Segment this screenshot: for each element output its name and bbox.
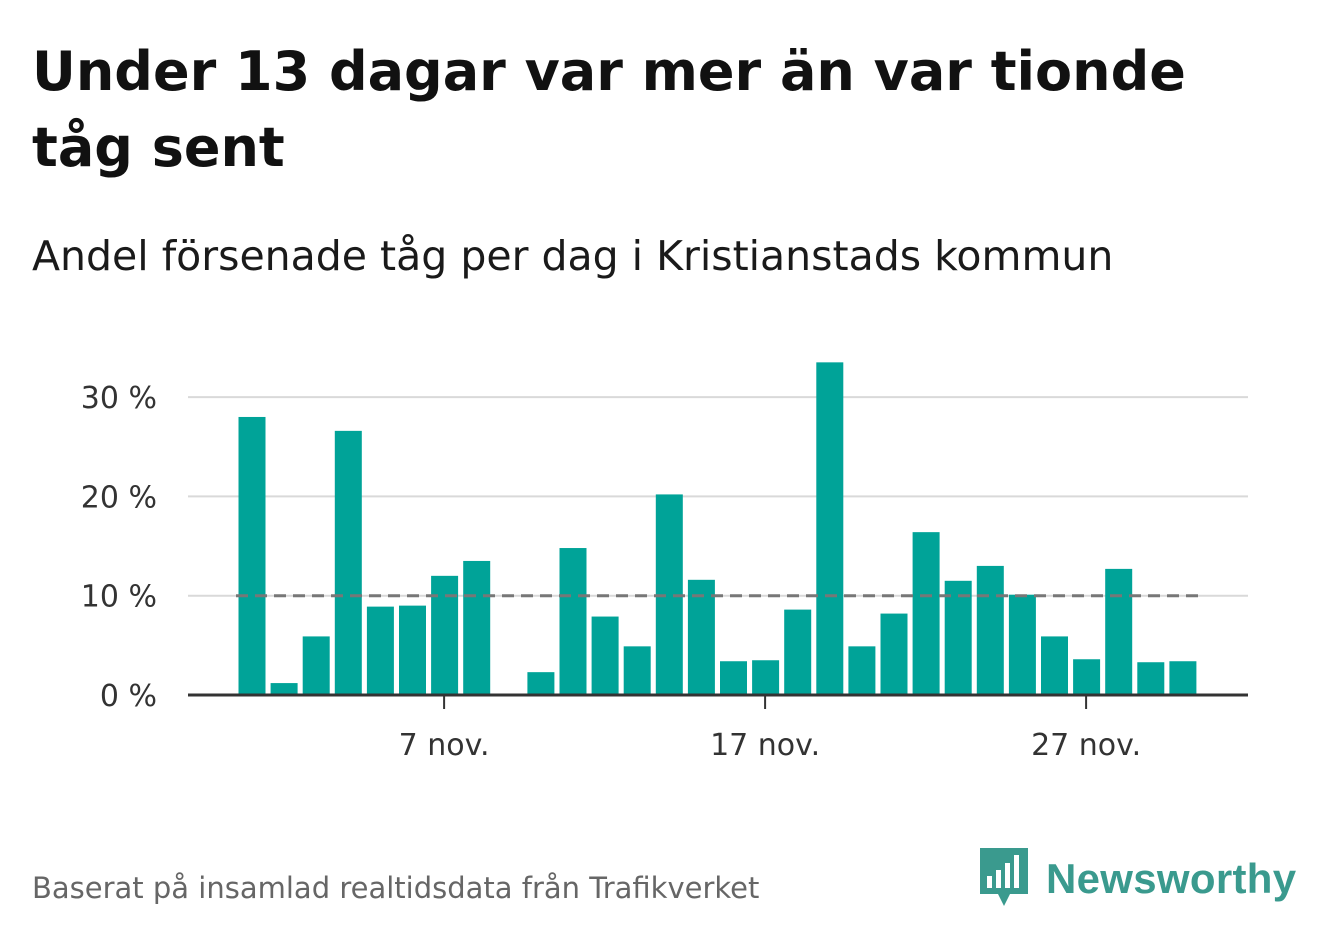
bar [463,560,491,695]
bar [1137,662,1165,695]
bar [1169,661,1197,695]
source-note: Baserat på insamlad realtidsdata från Tr… [32,871,760,905]
brand-name: Newsworthy [1046,855,1297,902]
y-tick-label: 10 % [81,580,157,615]
bar-chart: 0 % 10 % 20 % 30 % 7 nov. 17 nov. 27 nov. [81,362,1248,763]
bar [1073,659,1101,695]
chart-subtitle: Andel försenade tåg per dag i Kristianst… [32,232,1114,280]
bar [1105,568,1133,695]
bar [302,636,330,695]
bar [366,606,394,695]
brand-logo: Newsworthy [978,846,1296,912]
y-tick-label: 20 % [81,480,157,515]
bar [431,575,459,695]
x-tick-label: 27 nov. [1031,728,1141,763]
y-tick-label: 30 % [81,381,157,416]
bar [334,430,362,695]
bar [623,646,651,695]
bar [238,416,266,695]
bar [1041,636,1068,695]
bar [784,609,812,695]
bar [816,362,844,695]
bar [880,613,908,695]
bar [1008,594,1036,695]
newsworthy-logo-icon [980,848,1028,906]
bar [720,661,747,695]
bar [591,616,619,695]
bar [976,565,1004,695]
bar [687,579,715,695]
x-tick-label: 17 nov. [710,728,820,763]
x-tick-label: 7 nov. [399,728,490,763]
chart-title: Under 13 dagar var mer än var tionde tåg… [32,40,1186,179]
bar [848,646,876,695]
bar [270,683,298,695]
y-tick-label: 0 % [100,679,157,714]
bar [944,580,972,695]
bar [752,660,780,695]
bar [559,548,587,695]
bar [399,605,426,695]
bar [527,672,555,695]
bar [912,532,940,695]
